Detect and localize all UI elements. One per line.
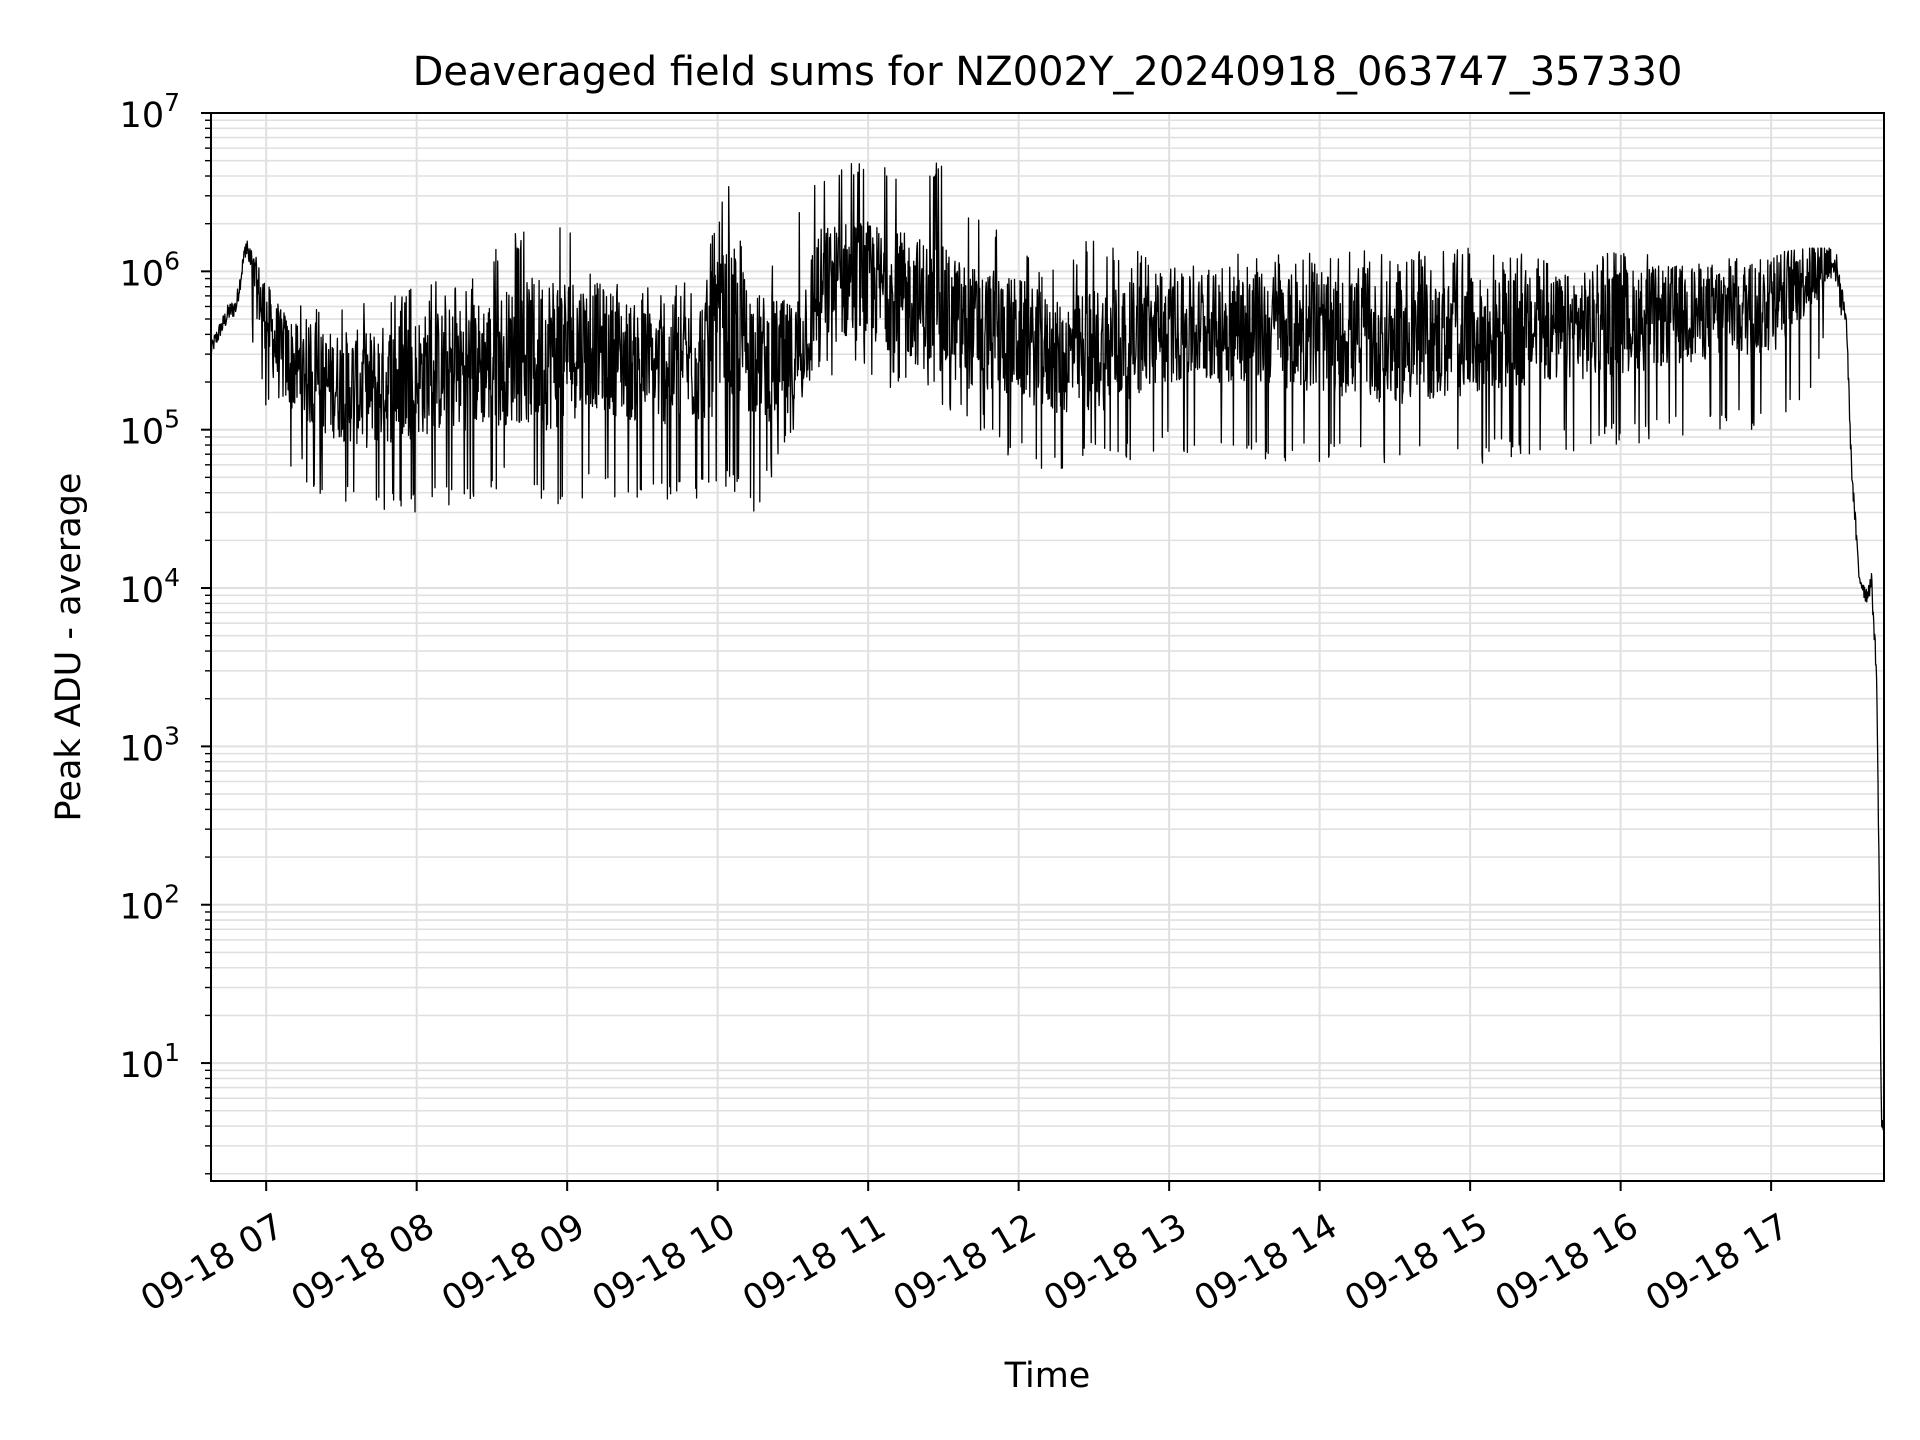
y-tick-label: 104 [120,563,180,611]
series-line [210,162,1885,1131]
y-tick-label: 102 [120,880,180,928]
plot-area [210,112,1885,1182]
y-tick-label: 105 [120,405,180,453]
y-tick-label: 101 [120,1038,180,1086]
chart-title: Deaveraged field sums for NZ002Y_2024091… [413,49,1683,95]
grid [211,112,1884,1181]
x-axis-label: Time [1004,1356,1091,1396]
y-tick-label: 107 [120,88,180,136]
y-tick-label: 106 [120,246,180,294]
series-layer [210,162,1885,1131]
y-axis-label: Peak ADU - average [49,473,89,822]
y-tick-label: 103 [120,721,180,769]
